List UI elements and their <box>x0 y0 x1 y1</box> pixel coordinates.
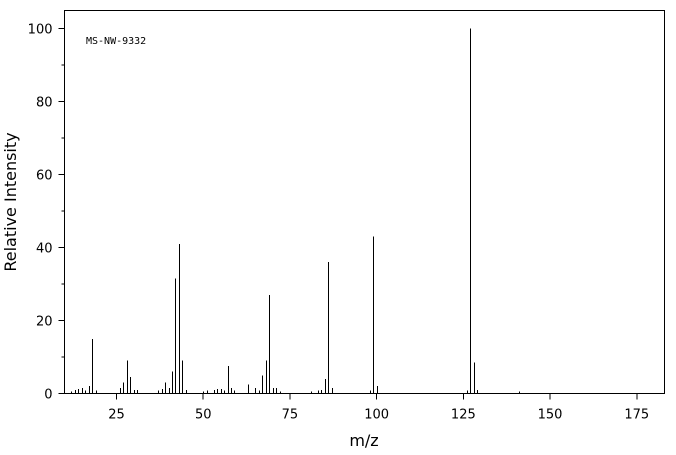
y-tick-label: 80 <box>36 96 53 111</box>
x-tick-label: 25 <box>108 408 125 423</box>
x-tick-label: 150 <box>538 408 563 423</box>
y-tick-label: 0 <box>44 388 52 403</box>
x-tick-label: 75 <box>282 408 299 423</box>
y-tick-label: 100 <box>28 23 53 38</box>
x-tick-label: 100 <box>364 408 389 423</box>
x-tick-label: 50 <box>195 408 212 423</box>
plot-frame <box>64 10 665 394</box>
x-axis-label: m/z <box>349 431 378 450</box>
x-tick-label: 125 <box>451 408 476 423</box>
y-axis-label: Relative Intensity <box>1 132 20 271</box>
y-tick-label: 60 <box>36 169 53 184</box>
y-tick-label: 40 <box>36 242 53 257</box>
x-tick-label: 175 <box>624 408 649 423</box>
y-tick-label: 20 <box>36 315 53 330</box>
annotation: MS-NW-9332 <box>86 36 146 47</box>
